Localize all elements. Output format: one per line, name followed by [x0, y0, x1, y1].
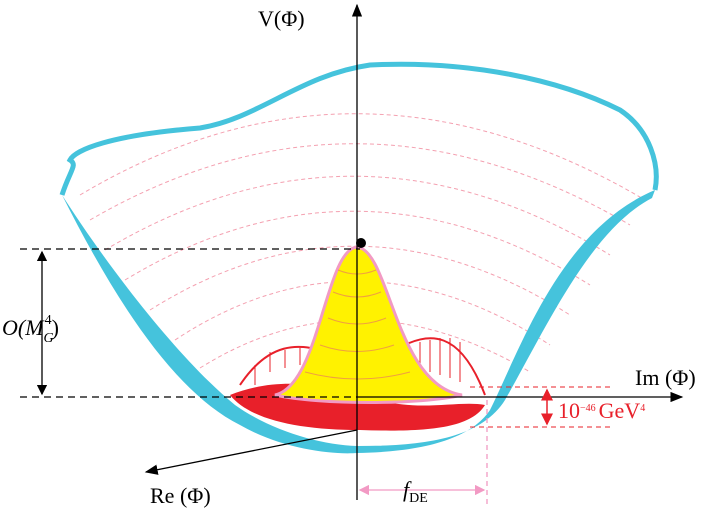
label-part: −46: [580, 403, 596, 414]
label-part: O(M: [2, 315, 45, 340]
height-label: O(MG 4): [2, 313, 59, 346]
label-part: GeV: [599, 398, 641, 423]
gap-markers: [470, 386, 610, 428]
axes: [20, 3, 684, 500]
label-part: f: [403, 477, 412, 502]
label-part: DE: [409, 491, 428, 506]
label-part: 10: [558, 398, 580, 423]
fde-markers: [358, 400, 488, 505]
central-peak: [274, 245, 463, 404]
label-part: 4: [45, 313, 52, 328]
label-part: 4: [640, 403, 645, 414]
axis-label: Im (Φ): [635, 365, 696, 390]
fde-label: fDE: [403, 477, 428, 506]
axis-label: Re (Φ): [150, 483, 211, 508]
label-part: G: [44, 331, 54, 346]
label-part: ): [52, 315, 59, 340]
gap-label: 10−46 GeV4: [558, 398, 645, 423]
axis-label: V(Φ): [258, 6, 305, 31]
false-vacuum-point: [356, 238, 366, 248]
